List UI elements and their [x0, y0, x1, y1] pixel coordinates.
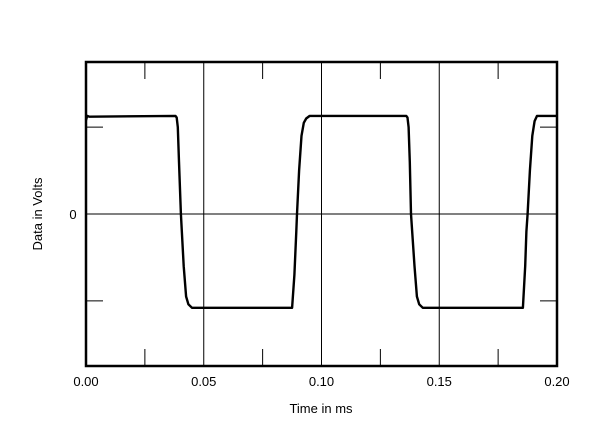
square-wave-trace: [84, 114, 557, 309]
y-axis-title: Data in Volts: [30, 177, 45, 250]
x-tick-label: 0.20: [544, 374, 569, 389]
axis-ticks: [86, 62, 557, 366]
plot-frame: [84, 60, 559, 368]
x-axis-tick-labels: 0.00 0.05 0.10 0.15 0.20: [73, 374, 569, 389]
x-tick-label: 0.10: [309, 374, 334, 389]
gridlines: [86, 62, 557, 366]
x-tick-label: 0.15: [427, 374, 452, 389]
y-tick-label-zero: 0: [69, 207, 76, 222]
x-tick-label: 0.00: [73, 374, 98, 389]
x-tick-label: 0.05: [191, 374, 216, 389]
x-axis-title: Time in ms: [289, 401, 353, 416]
